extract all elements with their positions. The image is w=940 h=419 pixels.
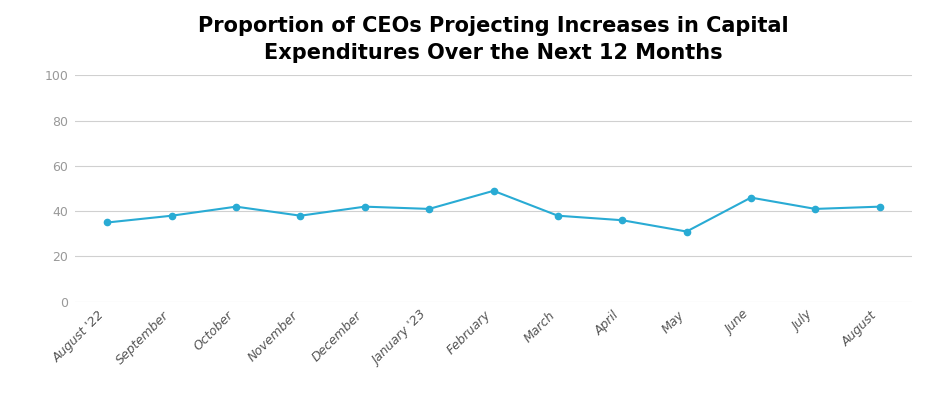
Title: Proportion of CEOs Projecting Increases in Capital
Expenditures Over the Next 12: Proportion of CEOs Projecting Increases … <box>198 16 789 63</box>
